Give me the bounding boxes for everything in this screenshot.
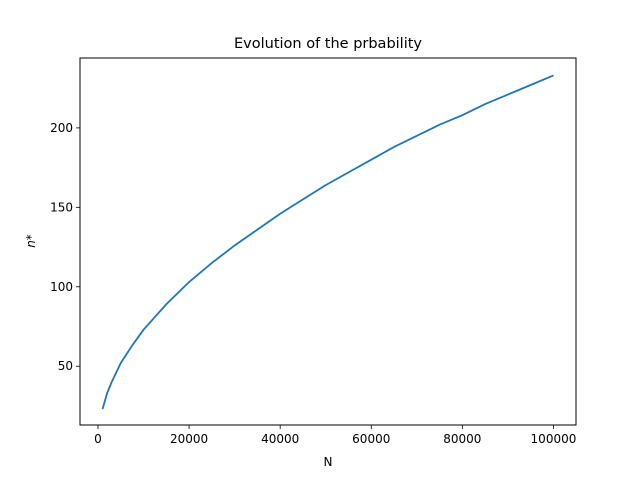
x-axis-label: N bbox=[324, 455, 333, 469]
y-axis: 50 100 150 200 bbox=[50, 121, 80, 373]
x-axis: 0 20000 40000 60000 80000 100000 bbox=[94, 425, 576, 446]
y-tick-label: 150 bbox=[50, 200, 73, 214]
y-tick-label: 100 bbox=[50, 280, 73, 294]
axes-frame bbox=[79, 57, 577, 426]
x-tick-label: 0 bbox=[94, 432, 102, 446]
y-axis-label: n* bbox=[24, 234, 38, 248]
y-tick-label: 50 bbox=[58, 359, 73, 373]
plot-area bbox=[101, 74, 554, 410]
x-tick-label: 60000 bbox=[352, 432, 390, 446]
x-tick-label: 100000 bbox=[531, 432, 577, 446]
x-tick-label: 20000 bbox=[170, 432, 208, 446]
y-tick-label: 200 bbox=[50, 121, 73, 135]
chart-title: Evolution of the prbability bbox=[234, 36, 422, 52]
x-tick-label: 40000 bbox=[261, 432, 299, 446]
series-line-0 bbox=[101, 74, 554, 410]
x-tick-label: 80000 bbox=[443, 432, 481, 446]
